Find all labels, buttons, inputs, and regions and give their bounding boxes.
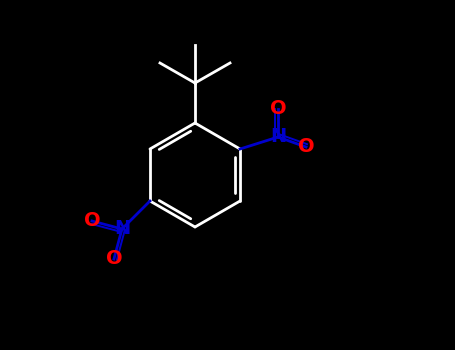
Text: O: O [84, 211, 100, 231]
Text: N: N [270, 127, 286, 147]
Text: N: N [114, 219, 130, 238]
Text: O: O [270, 99, 286, 119]
Text: O: O [106, 250, 122, 268]
Text: O: O [298, 138, 314, 156]
